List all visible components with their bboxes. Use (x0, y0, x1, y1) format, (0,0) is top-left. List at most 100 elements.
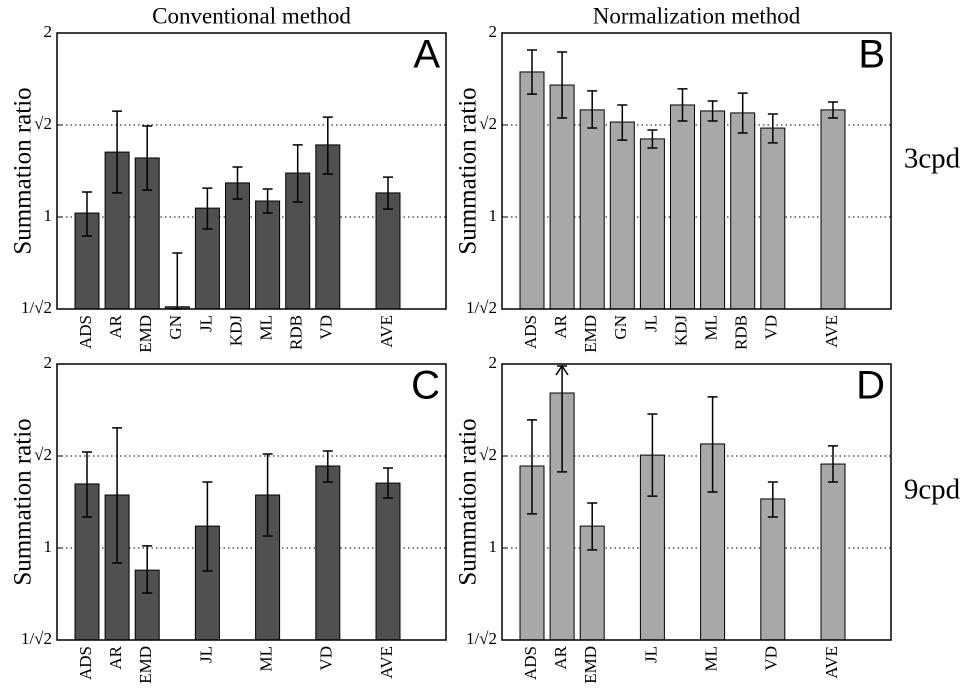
x-tick-label: ADS (521, 315, 540, 349)
x-tick-label: EMD (581, 646, 600, 684)
panel-letter: B (858, 33, 885, 77)
error-bar (112, 110, 123, 194)
x-tick-label: RDB (732, 315, 751, 350)
plot-frame (501, 32, 892, 310)
x-tick-label: EMD (136, 646, 155, 684)
error-bar (262, 453, 273, 537)
bar (670, 104, 695, 310)
row-label: 9cpd (904, 474, 961, 506)
error-bar (172, 252, 183, 310)
bar (519, 71, 545, 310)
error-bar (767, 113, 778, 144)
error-bar (82, 451, 92, 518)
x-tick-label: KDJ (671, 315, 690, 347)
bar (315, 465, 341, 641)
bar (820, 109, 846, 310)
x-tick-label: VD (317, 646, 336, 671)
y-tick-label: 1/√2 (21, 629, 52, 648)
arrowhead (555, 364, 569, 376)
panel-letter: A (413, 33, 440, 77)
error-bar (322, 450, 333, 483)
y-tick-label: 1/√2 (466, 298, 497, 317)
y-tick-label: 2 (44, 22, 53, 41)
x-tick-label: AVE (377, 315, 396, 348)
error-bar (82, 191, 92, 237)
error-bar (232, 166, 243, 200)
bar (730, 112, 756, 310)
bar (225, 182, 250, 310)
error-bar (112, 427, 123, 564)
error-bar (828, 101, 838, 119)
y-tick-label: 1 (44, 206, 53, 225)
error-bar (647, 129, 658, 149)
y-axis-label: Summation ratio (455, 418, 482, 585)
panel-title: Conventional method (152, 3, 351, 28)
y-tick-label: √2 (479, 445, 497, 464)
x-tick-label: ADS (76, 315, 95, 349)
error-bar (737, 92, 748, 134)
y-axis-label: Summation ratio (10, 418, 37, 585)
y-axis-label: Summation ratio (455, 87, 482, 254)
error-bar (707, 100, 718, 122)
error-bar (202, 187, 213, 230)
bar (639, 138, 665, 310)
bar (375, 192, 401, 310)
y-tick-label: 1 (489, 537, 498, 556)
x-tick-label: JL (196, 646, 215, 663)
x-tick-label: EMD (581, 315, 600, 353)
plot-frame (56, 363, 447, 641)
panel-letter: D (856, 364, 885, 408)
y-tick-label: 1/√2 (21, 298, 52, 317)
x-tick-label: ML (257, 646, 276, 672)
y-tick-label: √2 (34, 114, 52, 133)
x-tick-label: VD (762, 646, 781, 671)
error-bar (557, 51, 568, 119)
x-tick-label: VD (762, 315, 781, 340)
bar (375, 482, 401, 641)
error-bar (587, 90, 598, 129)
row-label: 3cpd (904, 143, 961, 175)
bar (134, 157, 160, 310)
x-tick-label: GN (166, 315, 185, 340)
x-tick-label: KDJ (226, 315, 245, 347)
panel-title: Normalization method (593, 3, 801, 28)
error-bar (322, 116, 333, 175)
x-tick-label: AR (551, 645, 570, 669)
bar (549, 84, 575, 310)
error-bar (292, 144, 303, 203)
x-tick-label: AR (551, 314, 570, 338)
bar (760, 498, 786, 641)
bar (760, 127, 786, 310)
x-tick-label: JL (641, 315, 660, 332)
y-tick-label: √2 (479, 114, 497, 133)
error-bar (647, 413, 658, 497)
x-tick-label: ADS (521, 646, 540, 680)
x-tick-label: JL (196, 315, 215, 332)
y-axis-label: Summation ratio (10, 87, 37, 254)
y-tick-label: 2 (489, 353, 498, 372)
x-tick-label: EMD (136, 315, 155, 353)
error-bar (202, 481, 213, 572)
x-tick-label: AVE (377, 646, 396, 679)
error-bar (828, 445, 838, 483)
error-bar (383, 176, 393, 210)
bar (579, 109, 605, 310)
x-tick-label: ML (702, 315, 721, 341)
error-bar (707, 396, 718, 493)
x-tick-label: JL (641, 646, 660, 663)
error-bar (587, 502, 598, 551)
x-tick-label: ML (702, 646, 721, 672)
error-bar (142, 125, 153, 191)
x-tick-label: AVE (822, 646, 841, 679)
x-tick-label: AR (106, 645, 125, 669)
y-tick-label: 1 (489, 206, 498, 225)
x-tick-label: AR (106, 314, 125, 338)
y-tick-label: 1/√2 (466, 629, 497, 648)
error-bar (262, 188, 273, 214)
x-tick-label: RDB (287, 315, 306, 350)
y-tick-label: 2 (489, 22, 498, 41)
error-bar (142, 545, 153, 594)
error-bar (527, 49, 537, 95)
y-tick-label: √2 (34, 445, 52, 464)
